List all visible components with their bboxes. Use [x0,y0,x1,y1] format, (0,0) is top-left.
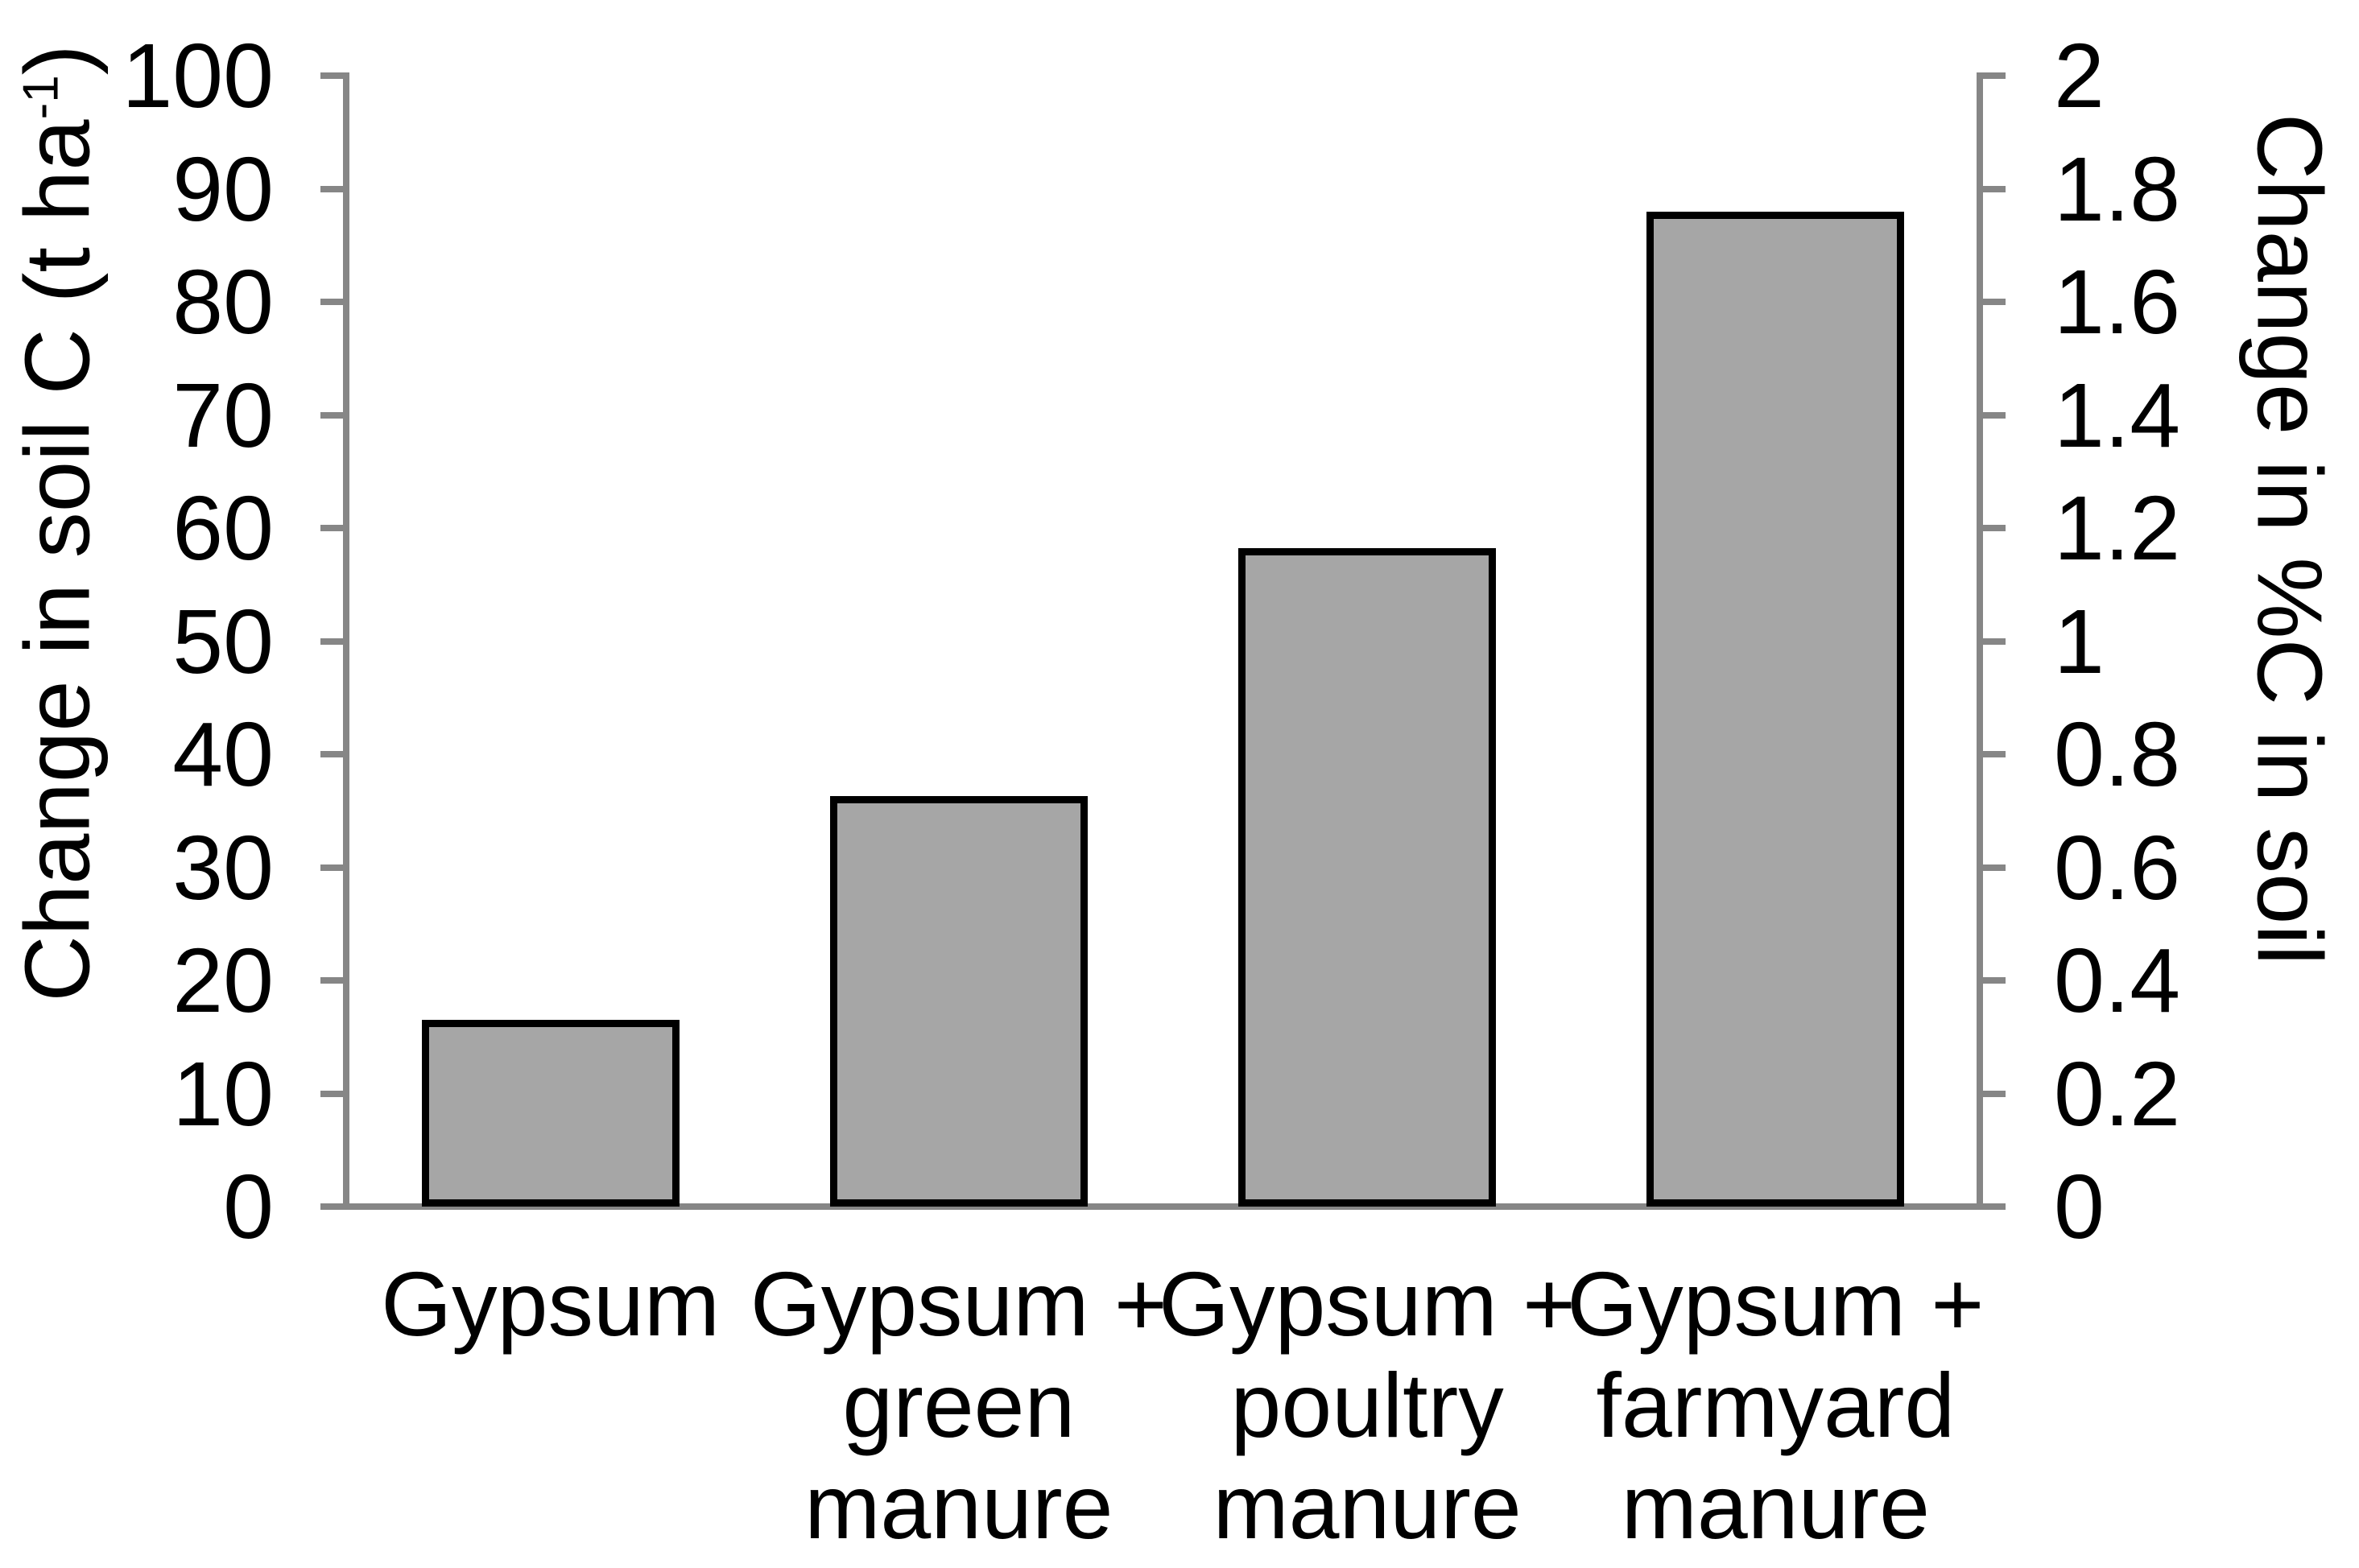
right-y-axis-tick-label: 1.2 [2054,477,2181,579]
right-y-axis-tick-label: 0.8 [2054,704,2181,805]
bar [1238,548,1496,1207]
right-y-axis-tick [1980,1090,2006,1097]
right-y-axis-tick-label: 2 [2054,25,2105,126]
left-y-axis-tick [320,977,346,984]
x-axis-line [343,1203,1983,1210]
left-y-axis-title-superscript: -1 [13,75,69,120]
left-y-axis-tick-label: 80 [172,251,274,353]
left-y-axis-tick [320,299,346,305]
left-y-axis-tick [320,1203,346,1210]
x-axis-category-label: Gypsum + farmyard manure [1567,1253,1985,1558]
right-y-axis-tick-label: 1.8 [2054,138,2181,240]
left-y-axis-tick-label: 100 [122,25,274,126]
right-y-axis-tick [1980,299,2006,305]
right-y-axis-tick-label: 1.4 [2054,364,2181,466]
right-y-axis-tick [1980,525,2006,531]
x-axis-category-label: Gypsum + green manure [750,1253,1167,1558]
right-y-axis-tick [1980,864,2006,871]
right-y-axis-tick-label: 1 [2054,590,2105,692]
left-y-axis-tick [320,185,346,192]
left-y-axis-tick-label: 10 [172,1042,274,1145]
left-y-axis-tick-label: 0 [223,1156,274,1257]
right-y-axis-title: Change in %C in soil [2237,113,2340,966]
right-y-axis-tick [1980,72,2006,79]
left-y-axis-tick-label: 90 [172,138,274,240]
bar [422,1020,680,1207]
right-y-axis-tick [1980,751,2006,757]
x-axis-category-label: Gypsum [381,1253,720,1355]
right-y-axis-tick [1980,185,2006,192]
left-y-axis-tick [320,411,346,419]
left-y-axis-tick [320,638,346,645]
x-axis-category-label: Gypsum + poultry manure [1159,1253,1576,1558]
right-y-axis-tick-label: 1.6 [2054,251,2181,353]
left-y-axis-line [343,72,349,1210]
left-y-axis-tick [320,72,346,79]
right-y-axis-tick-label: 0.6 [2054,816,2181,918]
left-y-axis-tick-label: 20 [172,930,274,1031]
left-y-axis-tick-label: 70 [172,364,274,466]
left-y-axis-tick-label: 60 [172,477,274,579]
left-y-axis-tick [320,864,346,871]
left-y-axis-tick-label: 40 [172,704,274,805]
right-y-axis-tick-label: 0.4 [2054,930,2181,1031]
right-y-axis-tick [1980,977,2006,984]
left-y-axis-tick [320,1090,346,1097]
right-y-axis-tick [1980,411,2006,419]
left-y-axis-tick-label: 30 [172,816,274,918]
right-y-axis-tick-label: 0.2 [2054,1042,2181,1145]
bar [830,796,1088,1207]
right-y-axis-tick [1980,1203,2006,1210]
right-y-axis-tick-label: 0 [2054,1156,2105,1257]
right-y-axis-tick [1980,638,2006,645]
left-y-axis-tick-label: 50 [172,590,274,692]
bar [1646,212,1904,1207]
left-y-axis-tick [320,525,346,531]
left-y-axis-tick [320,751,346,757]
